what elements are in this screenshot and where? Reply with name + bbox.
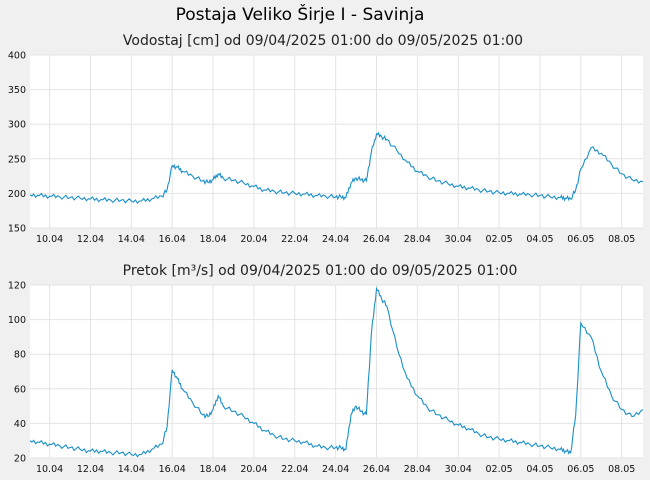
pretok-y-axis: 20 40 60 80 100 120 [8,281,26,465]
pretok-xtick-label: 10.04 [36,464,63,475]
pretok-xtick-label: 14.04 [118,464,145,475]
page-title: Postaja Veliko Širje I - Savinja [176,3,425,25]
vodostaj-xtick-label: 30.04 [445,234,472,245]
pretok-xtick-label: 16.04 [159,464,186,475]
vodostaj-xtick-label: 06.05 [567,234,594,245]
pretok-xtick-label: 26.04 [363,464,390,475]
vodostaj-xtick-label: 26.04 [363,234,390,245]
vodostaj-xtick-label: 02.05 [486,234,513,245]
vodostaj-ytick-label: 400 [8,51,26,62]
pretok-panel: Pretok [m³/s] od 09/04/2025 01:00 do 09/… [8,263,644,475]
pretok-ytick-label: 40 [14,419,26,430]
vodostaj-xtick-label: 18.04 [199,234,226,245]
vodostaj-xtick-label: 12.04 [77,234,104,245]
vodostaj-ytick-label: 250 [8,154,26,165]
vodostaj-xtick-label: 20.04 [240,234,267,245]
vodostaj-ytick-label: 150 [8,224,26,235]
pretok-series-line [29,286,644,458]
vodostaj-xtick-label: 04.05 [526,234,553,245]
pretok-xtick-label: 28.04 [404,464,431,475]
vodostaj-xtick-label: 24.04 [322,234,349,245]
vodostaj-xtick-label: 10.04 [36,234,63,245]
pretok-xtick-label: 20.04 [240,464,267,475]
pretok-ytick-label: 20 [14,454,26,465]
pretok-xtick-label: 24.04 [322,464,349,475]
vodostaj-panel: Vodostaj [cm] od 09/04/2025 01:00 do 09/… [8,33,644,245]
pretok-xtick-label: 06.05 [567,464,594,475]
pretok-ytick-label: 120 [8,281,26,292]
vodostaj-grid [30,54,643,229]
vodostaj-ytick-label: 350 [8,85,26,96]
pretok-xtick-label: 04.05 [526,464,553,475]
vodostaj-xtick-label: 16.04 [159,234,186,245]
vodostaj-ytick-label: 300 [8,120,26,131]
pretok-xtick-label: 08.05 [608,464,635,475]
vodostaj-ytick-label: 200 [8,189,26,200]
vodostaj-xtick-label: 22.04 [281,234,308,245]
pretok-plot-area [30,285,643,458]
pretok-xtick-label: 22.04 [281,464,308,475]
vodostaj-xtick-label: 08.05 [608,234,635,245]
pretok-xtick-label: 30.04 [445,464,472,475]
vodostaj-y-axis: 150 200 250 300 350 400 [8,51,26,235]
pretok-ytick-label: 100 [8,315,26,326]
pretok-ytick-label: 80 [14,350,26,361]
pretok-x-axis: 10.04 12.04 14.04 16.04 18.04 20.04 22.04 24.04… [36,464,635,475]
pretok-title: Pretok [m³/s] od 09/04/2025 01:00 do 09/… [123,263,518,279]
pretok-xtick-label: 02.05 [486,464,513,475]
vodostaj-x-axis: 10.04 12.04 14.04 16.04 18.04 20.04 22.04 24.04… [36,234,635,245]
vodostaj-xtick-label: 14.04 [118,234,145,245]
pretok-grid [30,284,643,459]
vodostaj-series-line [29,131,644,204]
vodostaj-xtick-label: 28.04 [404,234,431,245]
vodostaj-title: Vodostaj [cm] od 09/04/2025 01:00 do 09/… [123,33,523,49]
vodostaj-plot-area [30,55,643,228]
pretok-ytick-label: 60 [14,384,26,395]
pretok-xtick-label: 18.04 [199,464,226,475]
pretok-xtick-label: 12.04 [77,464,104,475]
